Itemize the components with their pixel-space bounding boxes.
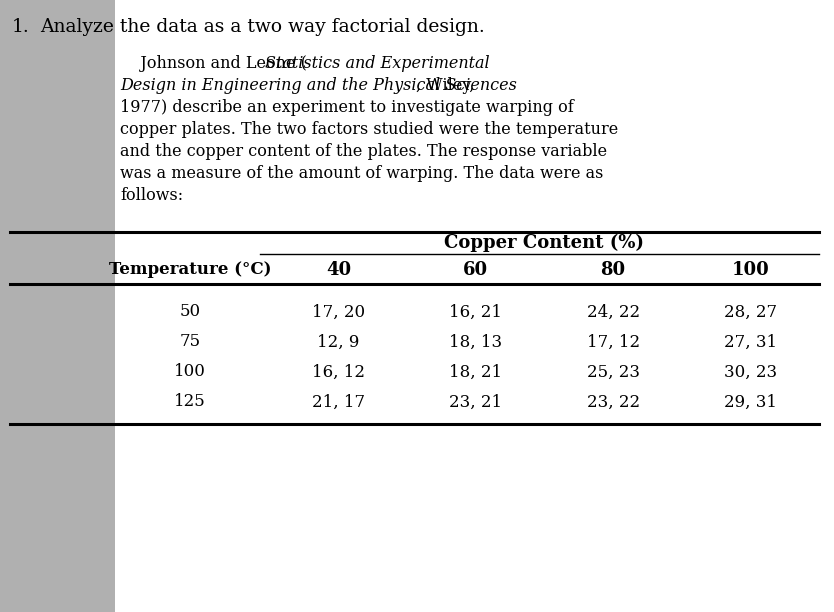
Text: 17, 12: 17, 12	[586, 334, 640, 351]
Text: 18, 13: 18, 13	[450, 334, 502, 351]
Text: and the copper content of the plates. The response variable: and the copper content of the plates. Th…	[120, 143, 607, 160]
Bar	[0, 0, 115, 612]
Text: 24, 22: 24, 22	[586, 304, 640, 321]
Text: Temperature (°C): Temperature (°C)	[108, 261, 271, 278]
Text: 50: 50	[179, 304, 200, 321]
Text: Johnson and Leone (: Johnson and Leone (	[120, 55, 307, 72]
Text: 17, 20: 17, 20	[312, 304, 365, 321]
Text: 12, 9: 12, 9	[318, 334, 359, 351]
Text: copper plates. The two factors studied were the temperature: copper plates. The two factors studied w…	[120, 121, 618, 138]
Text: 18, 21: 18, 21	[450, 364, 502, 381]
Text: 80: 80	[600, 261, 626, 279]
Text: Copper Content (%): Copper Content (%)	[445, 234, 645, 252]
Text: 30, 23: 30, 23	[724, 364, 777, 381]
Text: 27, 31: 27, 31	[724, 334, 777, 351]
Text: follows:: follows:	[120, 187, 183, 204]
Text: 100: 100	[731, 261, 769, 279]
Text: 28, 27: 28, 27	[724, 304, 777, 321]
Text: Design in Engineering and the Physical Sciences: Design in Engineering and the Physical S…	[120, 77, 517, 94]
Text: 29, 31: 29, 31	[724, 394, 777, 411]
Text: 1.: 1.	[12, 18, 30, 36]
Text: 60: 60	[464, 261, 489, 279]
Text: 16, 21: 16, 21	[450, 304, 502, 321]
Text: , Wiley,: , Wiley,	[416, 77, 475, 94]
Text: 23, 22: 23, 22	[586, 394, 640, 411]
Text: 100: 100	[174, 364, 206, 381]
Text: 75: 75	[179, 334, 200, 351]
Text: Statistics and Experimental: Statistics and Experimental	[265, 55, 490, 72]
Text: 40: 40	[326, 261, 351, 279]
Text: 125: 125	[174, 394, 206, 411]
Text: 1977) describe an experiment to investigate warping of: 1977) describe an experiment to investig…	[120, 99, 574, 116]
Text: 25, 23: 25, 23	[586, 364, 640, 381]
Text: 16, 12: 16, 12	[312, 364, 365, 381]
Text: 23, 21: 23, 21	[450, 394, 502, 411]
Text: was a measure of the amount of warping. The data were as: was a measure of the amount of warping. …	[120, 165, 603, 182]
Text: 21, 17: 21, 17	[312, 394, 365, 411]
Text: Analyze the data as a two way factorial design.: Analyze the data as a two way factorial …	[40, 18, 485, 36]
